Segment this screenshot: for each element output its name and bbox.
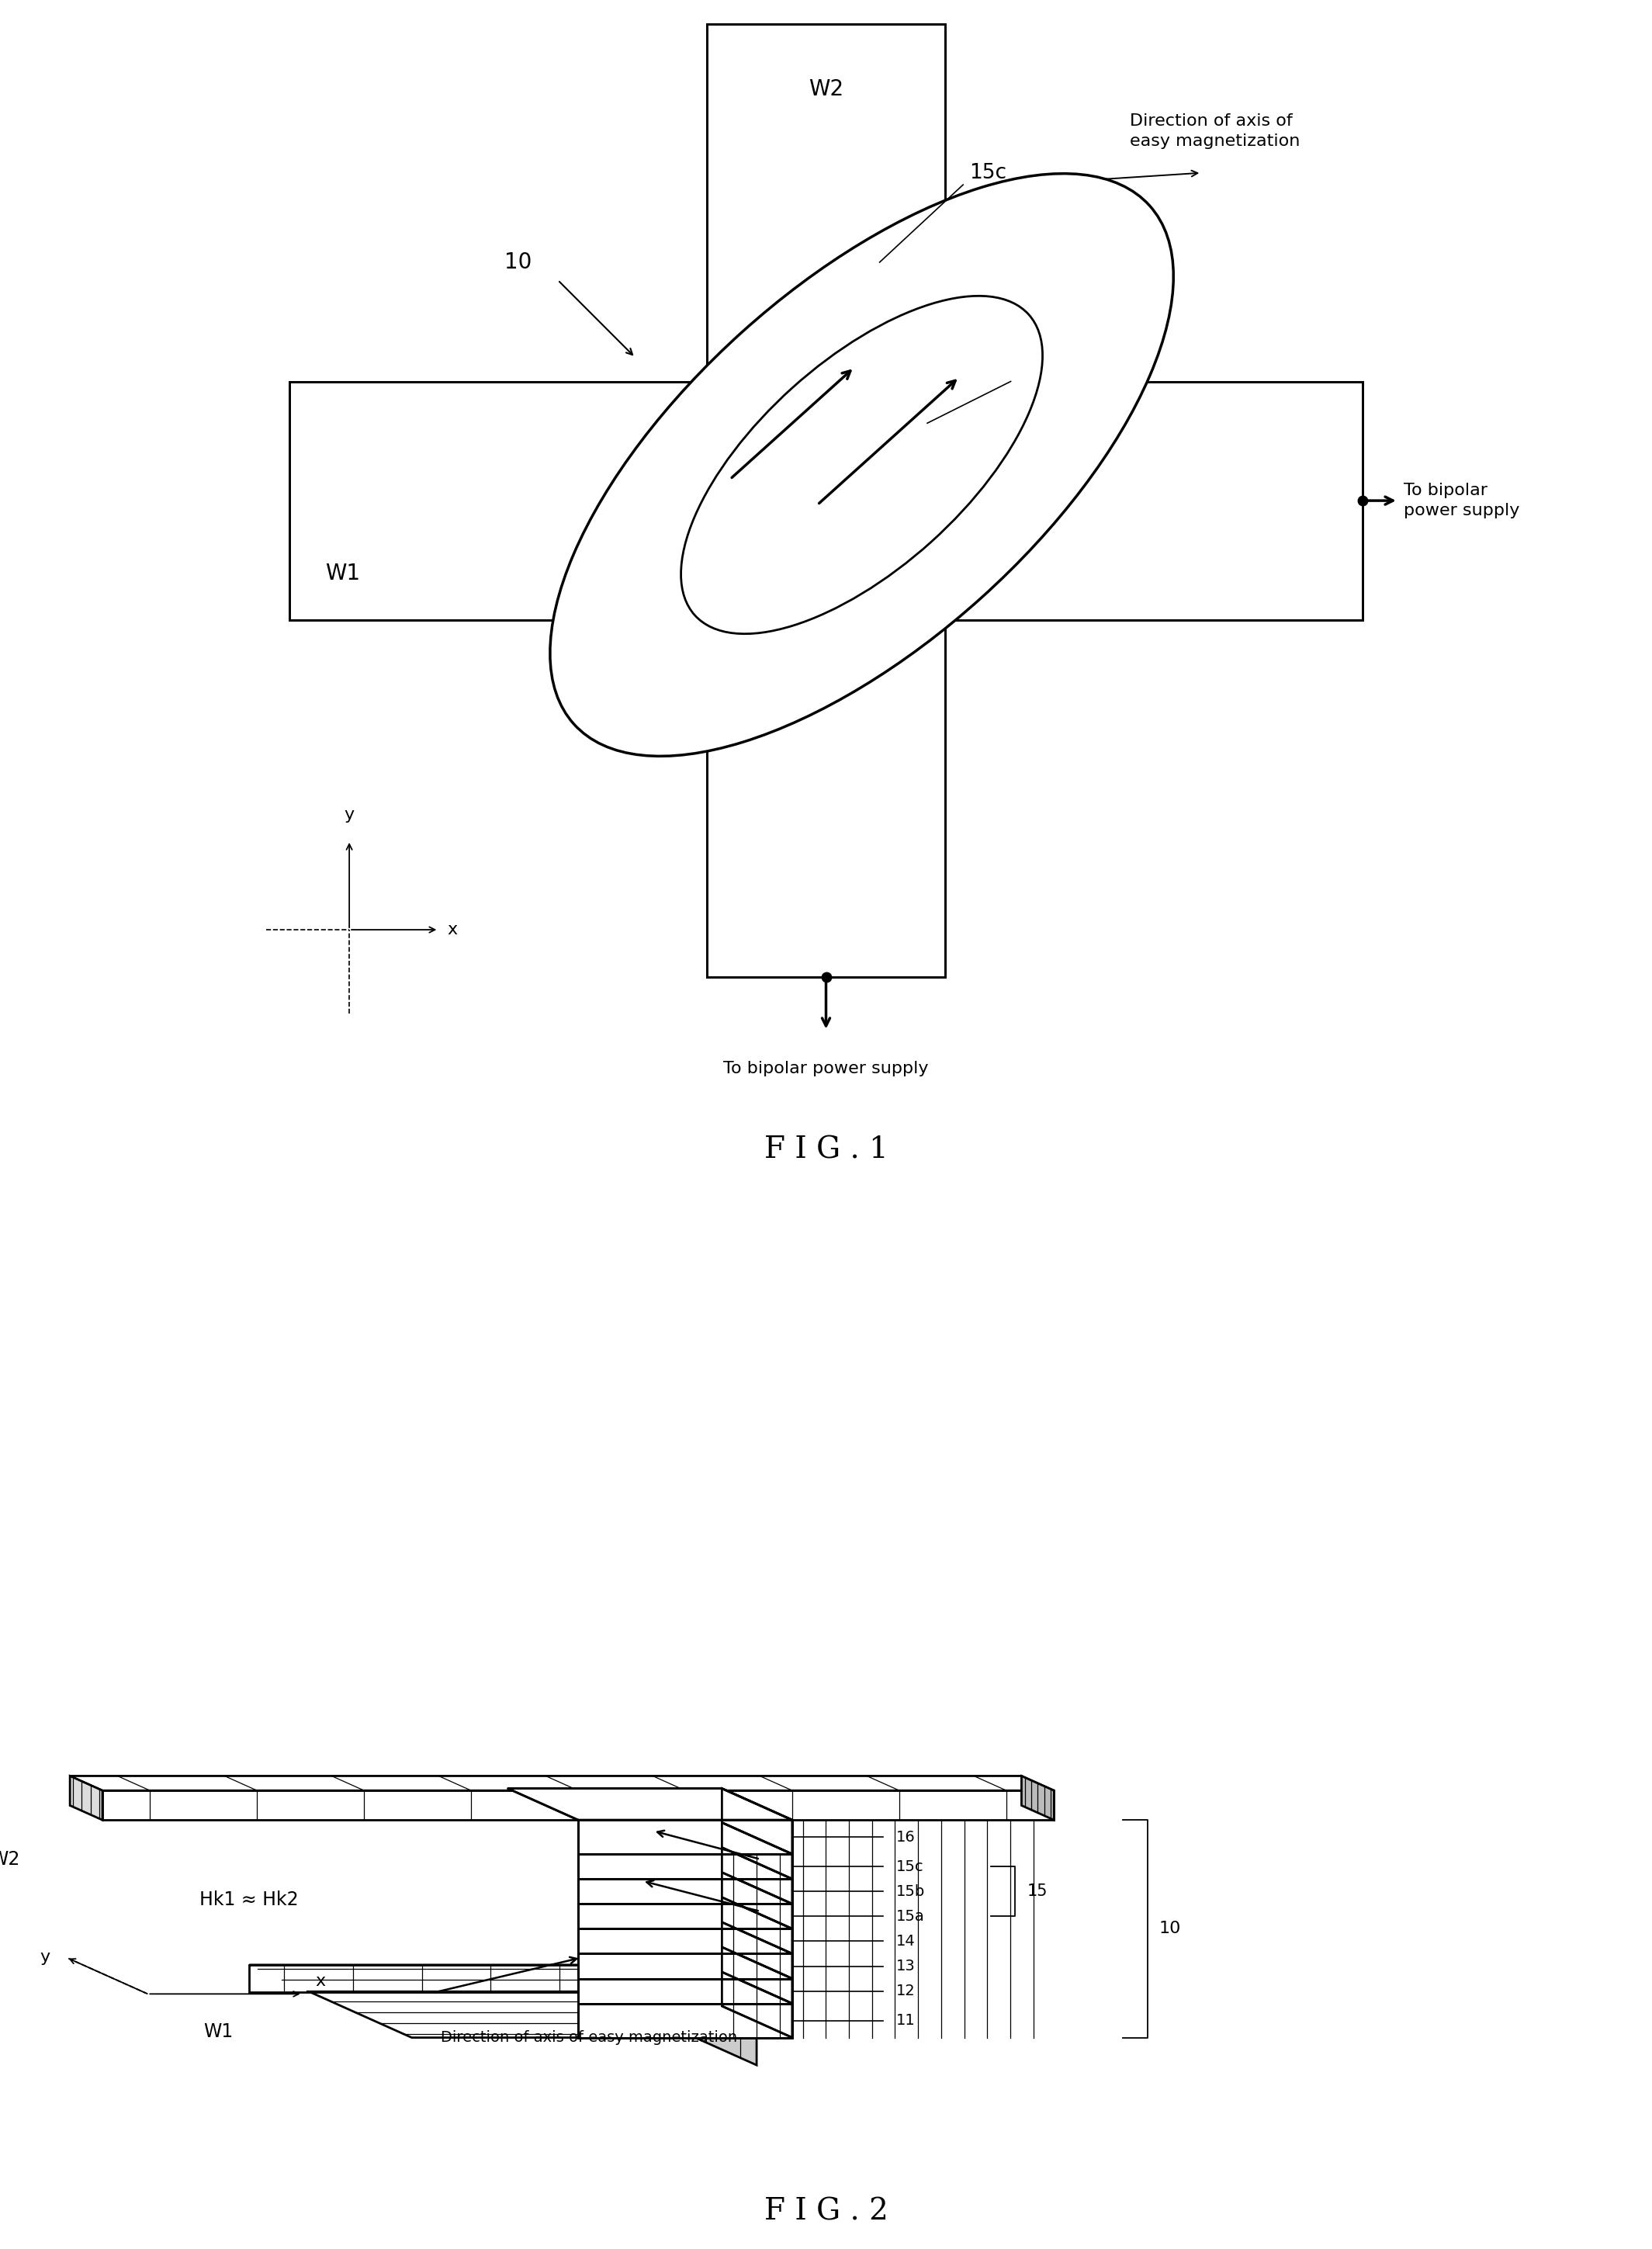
Polygon shape xyxy=(507,1788,793,1819)
Ellipse shape xyxy=(550,173,1173,756)
Polygon shape xyxy=(249,1966,595,1993)
Polygon shape xyxy=(722,1822,793,1878)
Polygon shape xyxy=(69,1777,1021,1806)
Text: 10: 10 xyxy=(1160,1921,1181,1936)
Text: 14: 14 xyxy=(897,1934,915,1948)
Polygon shape xyxy=(102,1790,1054,1819)
Polygon shape xyxy=(1021,1777,1054,1819)
Polygon shape xyxy=(69,1777,102,1819)
Polygon shape xyxy=(289,382,1363,621)
Text: To bipolar
power supply: To bipolar power supply xyxy=(1404,484,1520,517)
Text: y: y xyxy=(344,807,355,823)
Polygon shape xyxy=(722,1972,793,2038)
Text: 15a: 15a xyxy=(897,1909,925,1923)
Text: 15a: 15a xyxy=(1016,364,1056,385)
Text: y: y xyxy=(40,1950,50,1966)
Text: To bipolar power supply: To bipolar power supply xyxy=(724,1062,928,1077)
Polygon shape xyxy=(578,1878,793,1905)
Text: 15c: 15c xyxy=(897,1860,923,1873)
Polygon shape xyxy=(595,1966,757,2065)
Text: x: x xyxy=(448,922,458,938)
Text: W1: W1 xyxy=(325,562,360,585)
Text: 15: 15 xyxy=(1028,1885,1047,1898)
Text: Direction of axis of
easy magnetization: Direction of axis of easy magnetization xyxy=(1130,112,1300,148)
Text: Hk1 ≈ Hk2: Hk1 ≈ Hk2 xyxy=(200,1891,299,1909)
Text: x: x xyxy=(316,1972,325,1988)
Text: 13: 13 xyxy=(897,1959,915,1975)
Polygon shape xyxy=(578,1979,793,2004)
Polygon shape xyxy=(69,1777,1054,1790)
Text: F I G . 1: F I G . 1 xyxy=(763,1136,889,1165)
Polygon shape xyxy=(722,1948,793,2004)
Text: 16: 16 xyxy=(897,1831,915,1844)
Text: 12: 12 xyxy=(897,1984,915,1999)
Text: 10: 10 xyxy=(504,252,532,272)
Polygon shape xyxy=(722,1788,793,1853)
Polygon shape xyxy=(578,1930,793,1954)
Polygon shape xyxy=(707,382,945,621)
Text: 15b: 15b xyxy=(897,1885,925,1898)
Text: W1: W1 xyxy=(203,2022,233,2040)
Text: 11: 11 xyxy=(897,2013,915,2029)
Text: W2: W2 xyxy=(0,1851,20,1869)
Polygon shape xyxy=(722,1923,793,1979)
Ellipse shape xyxy=(681,297,1042,634)
Polygon shape xyxy=(249,1966,757,2038)
Polygon shape xyxy=(578,1954,793,1979)
Polygon shape xyxy=(578,1819,793,1853)
Polygon shape xyxy=(578,2004,793,2038)
Text: 15c: 15c xyxy=(970,162,1006,182)
Polygon shape xyxy=(722,1846,793,1905)
Polygon shape xyxy=(707,25,945,978)
Text: W2: W2 xyxy=(808,79,844,101)
Text: F I G . 2: F I G . 2 xyxy=(763,2197,889,2227)
Polygon shape xyxy=(578,1905,793,1930)
Text: Direction of axis of easy magnetization: Direction of axis of easy magnetization xyxy=(441,2031,737,2044)
Polygon shape xyxy=(578,1853,793,1878)
Polygon shape xyxy=(722,1898,793,1954)
Polygon shape xyxy=(722,1873,793,1930)
